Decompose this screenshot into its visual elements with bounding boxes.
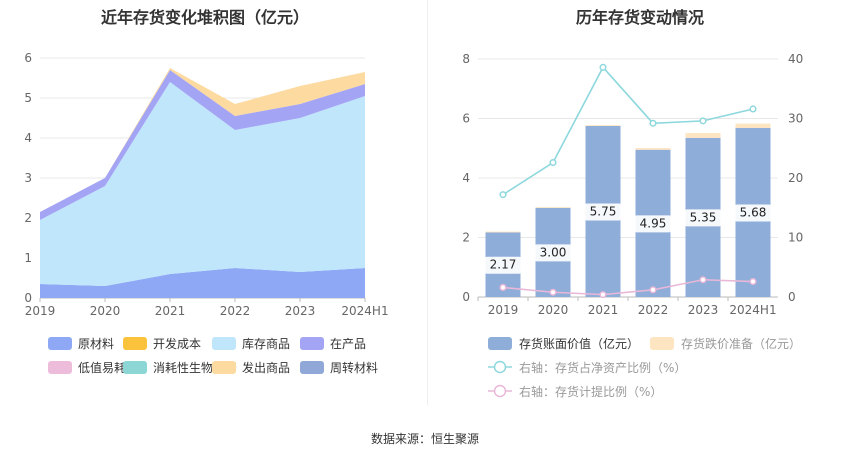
data-source-label: 数据来源：恒生聚源 [370, 432, 479, 446]
left-x-tick-label: 2023 [285, 304, 316, 318]
left-legend-swatch [48, 361, 72, 374]
area-series-2 [40, 82, 365, 286]
right-x-tick-label: 2024H1 [729, 303, 776, 317]
right-y2-tick-label: 30 [788, 112, 803, 126]
chart-divider [427, 0, 428, 405]
right-y-tick-label: 4 [462, 171, 470, 185]
bar-value-label-bg [483, 256, 523, 274]
right-x-tick-label: 2022 [638, 303, 669, 317]
area-series-0 [40, 268, 365, 298]
right-y-tick-label: 2 [462, 231, 470, 245]
right-x-tick-label: 2020 [538, 303, 569, 317]
left-x-tick-label: 2022 [220, 304, 251, 318]
impairment-provision-bar [685, 133, 721, 138]
ratio-point-1 [599, 291, 607, 299]
impairment-provision-bar [535, 207, 571, 208]
left-legend-label: 周转材料 [330, 360, 378, 375]
right-y2-tick-label: 10 [788, 231, 803, 245]
right-y2-tick-label: 20 [788, 171, 803, 185]
left-x-tick-label: 2020 [90, 304, 121, 318]
ratio-point-1 [649, 286, 657, 294]
bar-value-label: 5.68 [740, 206, 767, 220]
left-legend-label: 库存商品 [242, 336, 290, 351]
right-legend-label: 存货跌价准备（亿元） [681, 336, 801, 351]
ratio-line-0 [502, 65, 754, 196]
left-legend-label: 发出商品 [242, 360, 290, 375]
ratio-line-1 [502, 278, 754, 296]
ratio-point-1 [549, 288, 557, 296]
ratio-point-0 [749, 105, 757, 113]
left-legend-swatch [300, 361, 324, 374]
left-legend-swatch [48, 337, 72, 350]
left-legend-swatch [212, 337, 236, 350]
left-y-tick-label: 5 [24, 91, 32, 105]
right-chart-title: 历年存货变动情况 [575, 8, 704, 27]
right-legend-marker [493, 384, 507, 398]
ratio-point-0 [649, 119, 657, 127]
right-legend-label: 存货账面价值（亿元） [519, 336, 639, 351]
bar-value-label: 5.75 [590, 204, 617, 218]
left-legend-swatch [123, 337, 147, 350]
right-legend-label: 右轴：存货计提比例（%） [519, 384, 662, 399]
bar-value-label: 2.17 [490, 258, 517, 272]
left-legend-swatch [123, 361, 147, 374]
left-legend-label: 在产品 [330, 337, 366, 351]
left-y-tick-label: 4 [24, 131, 32, 145]
left-y-tick-label: 1 [24, 251, 32, 265]
right-y-tick-label: 8 [462, 52, 470, 66]
left-x-tick-label: 2019 [25, 304, 56, 318]
left-x-tick-label: 2024H1 [341, 304, 388, 318]
ratio-point-0 [599, 63, 607, 71]
bar-value-label-bg [683, 209, 723, 227]
left-y-tick-label: 2 [24, 211, 32, 225]
left-legend-label: 原材料 [78, 337, 114, 351]
left-legend-swatch [212, 361, 236, 374]
area-series-6 [40, 68, 365, 212]
impairment-provision-bar [585, 125, 621, 126]
bar-value-label: 5.35 [690, 210, 717, 224]
ratio-point-1 [699, 276, 707, 284]
right-x-tick-label: 2021 [588, 303, 619, 317]
ratio-point-0 [549, 158, 557, 167]
bar-value-label-bg [633, 215, 673, 233]
left-x-tick-label: 2021 [155, 304, 186, 318]
right-y2-tick-label: 40 [788, 52, 803, 66]
left-y-tick-label: 6 [24, 51, 32, 65]
impairment-provision-bar [735, 123, 771, 129]
ratio-point-0 [499, 191, 507, 199]
area-series-3 [40, 70, 365, 220]
left-y-tick-label: 3 [24, 171, 32, 185]
left-legend-label: 开发成本 [153, 336, 201, 351]
right-y-tick-label: 0 [462, 290, 470, 304]
right-x-tick-label: 2023 [688, 303, 719, 317]
left-legend-swatch [300, 337, 324, 350]
bar-value-label-bg [533, 244, 573, 262]
bar-value-label: 3.00 [540, 245, 567, 259]
left-chart-title: 近年存货变化堆积图（亿元） [100, 8, 309, 27]
bar-value-label-bg [583, 203, 623, 221]
right-y2-tick-label: 0 [788, 290, 796, 304]
right-legend-swatch [650, 337, 674, 350]
right-legend-swatch [488, 337, 512, 350]
impairment-provision-bar [485, 231, 521, 233]
right-legend-marker [493, 360, 507, 374]
impairment-provision-bar [635, 147, 671, 150]
right-y-tick-label: 6 [462, 112, 470, 126]
right-x-tick-label: 2019 [488, 303, 519, 317]
ratio-point-0 [699, 117, 707, 125]
ratio-point-1 [499, 283, 507, 292]
bar-value-label: 4.95 [640, 216, 667, 230]
bar-value-label-bg [733, 204, 773, 222]
left-y-tick-label: 0 [24, 291, 32, 305]
ratio-point-1 [749, 277, 757, 286]
right-legend-label: 右轴：存货占净资产比例（%） [519, 360, 686, 375]
